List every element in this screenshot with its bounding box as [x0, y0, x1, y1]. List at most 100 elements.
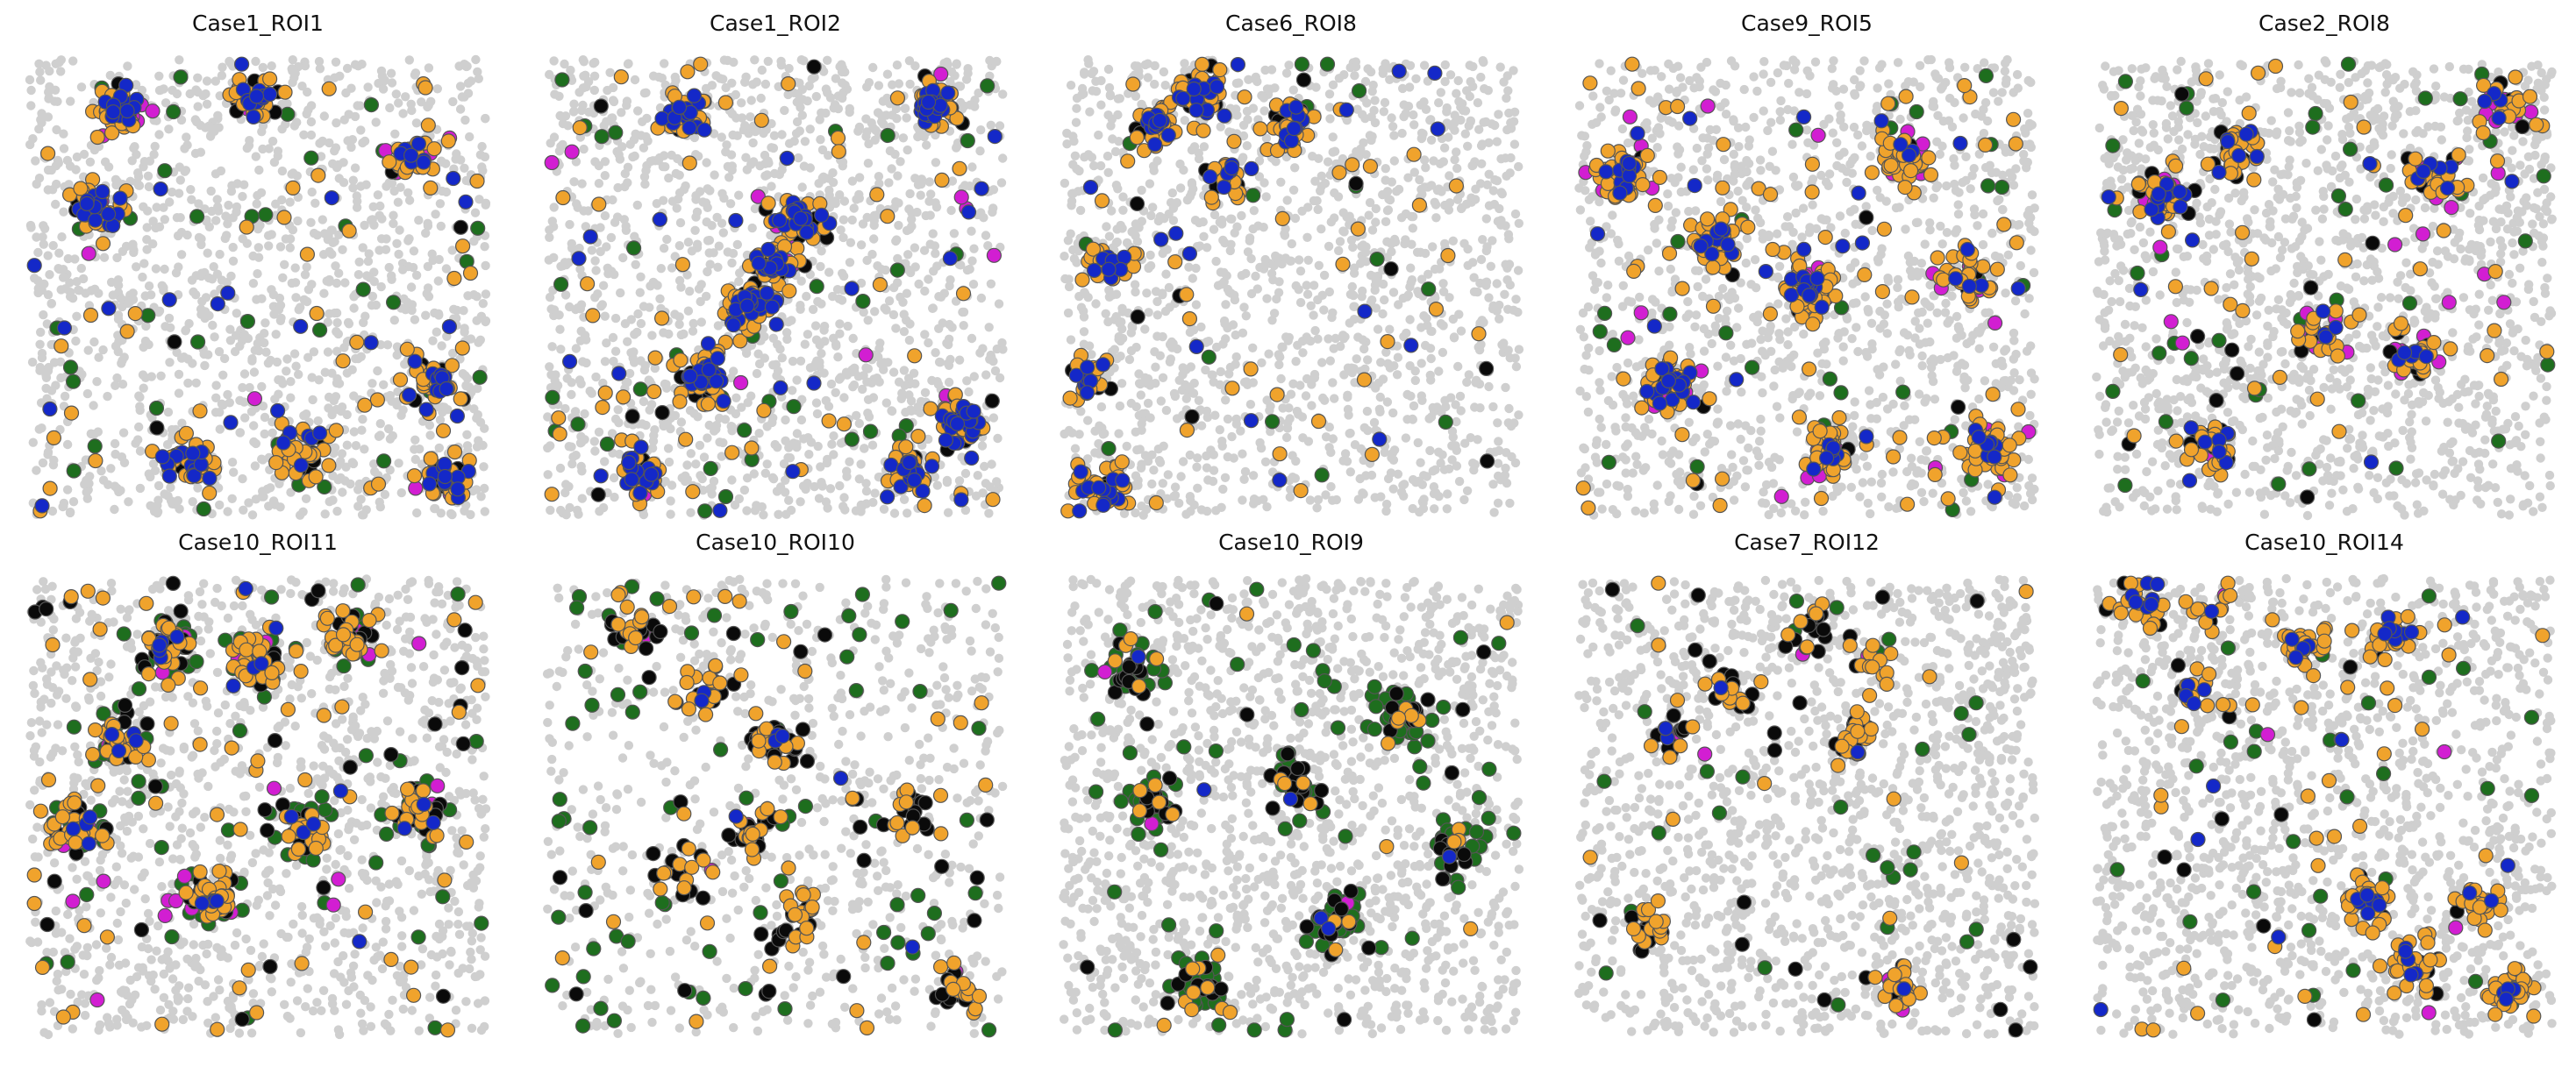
blue-cell-point — [248, 89, 265, 104]
background-cell-point — [239, 505, 248, 515]
background-cell-point — [1238, 449, 1247, 459]
background-cell-point — [242, 143, 252, 153]
background-cell-point — [303, 87, 312, 97]
orange-cell-point — [277, 84, 293, 100]
background-cell-point — [1504, 403, 1514, 414]
background-cell-point — [1209, 466, 1219, 475]
background-cell-point — [232, 309, 241, 318]
background-cell-point — [1255, 437, 1265, 448]
background-cell-point — [718, 228, 728, 238]
background-cell-point — [1388, 288, 1399, 297]
background-cell-point — [842, 466, 852, 476]
background-cell-point — [835, 480, 845, 491]
background-cell-point — [572, 199, 582, 209]
background-cell-point — [697, 473, 707, 484]
background-cell-point — [964, 387, 974, 397]
background-cell-point — [390, 129, 400, 139]
background-cell-point — [555, 324, 565, 334]
background-cell-point — [717, 132, 726, 142]
background-cell-point — [1290, 163, 1300, 173]
background-cell-point — [726, 373, 737, 383]
background-cell-point — [682, 460, 692, 470]
background-cell-point — [928, 229, 938, 238]
blue-cell-point — [112, 190, 128, 206]
background-cell-point — [411, 270, 422, 281]
background-cell-point — [435, 199, 446, 209]
background-cell-point — [1317, 358, 1327, 367]
background-cell-point — [742, 165, 752, 174]
background-cell-point — [1494, 437, 1503, 446]
background-cell-point — [310, 198, 320, 208]
background-cell-point — [560, 59, 569, 69]
background-cell-point — [819, 321, 830, 331]
background-cell-point — [930, 241, 940, 251]
background-cell-point — [183, 378, 193, 388]
background-cell-point — [176, 227, 187, 238]
background-cell-point — [286, 393, 296, 402]
green-cell-point — [703, 460, 718, 476]
background-cell-point — [1245, 400, 1256, 409]
background-cell-point — [797, 395, 807, 404]
background-cell-point — [290, 263, 300, 273]
background-cell-point — [814, 494, 824, 503]
background-cell-point — [565, 302, 574, 312]
background-cell-point — [350, 111, 360, 122]
background-cell-point — [990, 366, 1001, 376]
background-cell-point — [380, 489, 390, 500]
background-cell-point — [1076, 407, 1086, 416]
background-cell-point — [1443, 489, 1452, 499]
blue-cell-point — [643, 466, 660, 482]
background-cell-point — [661, 380, 671, 389]
background-cell-point — [773, 443, 782, 452]
background-cell-point — [969, 244, 979, 253]
background-cell-point — [171, 268, 182, 278]
background-cell-point — [560, 111, 571, 121]
orange-cell-point — [831, 144, 846, 160]
background-cell-point — [34, 59, 44, 68]
background-cell-point — [1514, 410, 1523, 420]
blue-cell-point — [924, 459, 940, 474]
background-cell-point — [353, 101, 362, 110]
background-cell-point — [307, 280, 317, 289]
background-cell-point — [847, 176, 858, 186]
background-cell-point — [35, 339, 45, 349]
background-cell-point — [348, 183, 358, 193]
background-cell-point — [85, 157, 96, 167]
scatter-panel: Case1_ROI2 — [543, 11, 1008, 520]
background-cell-point — [884, 178, 894, 188]
background-cell-point — [831, 198, 840, 209]
background-cell-point — [264, 501, 274, 511]
background-cell-point — [840, 68, 850, 77]
background-cell-point — [600, 457, 610, 466]
orange-cell-point — [673, 352, 689, 368]
background-cell-point — [378, 84, 389, 94]
background-cell-point — [1152, 310, 1162, 320]
background-cell-point — [1367, 295, 1377, 305]
background-cell-point — [779, 459, 789, 469]
background-cell-point — [831, 388, 840, 397]
background-cell-point — [96, 466, 106, 476]
background-cell-point — [732, 239, 742, 250]
background-cell-point — [146, 372, 156, 381]
background-cell-point — [819, 368, 829, 378]
background-cell-point — [630, 151, 639, 161]
background-cell-point — [302, 409, 311, 419]
background-cell-point — [338, 245, 347, 254]
background-cell-point — [1068, 245, 1078, 255]
background-cell-point — [567, 442, 576, 452]
background-cell-point — [139, 383, 148, 393]
black-cell-point — [593, 98, 609, 114]
orange-cell-point — [426, 141, 442, 157]
background-cell-point — [827, 439, 837, 449]
background-cell-point — [1238, 328, 1248, 338]
background-cell-point — [848, 333, 858, 344]
background-cell-point — [1209, 450, 1218, 459]
green-cell-point — [737, 423, 753, 438]
background-cell-point — [594, 427, 604, 437]
green-cell-point — [173, 69, 189, 85]
background-cell-point — [553, 381, 563, 390]
background-cell-point — [300, 270, 310, 280]
background-cell-point — [725, 199, 736, 209]
background-cell-point — [1313, 334, 1323, 344]
background-cell-point — [1453, 75, 1463, 86]
